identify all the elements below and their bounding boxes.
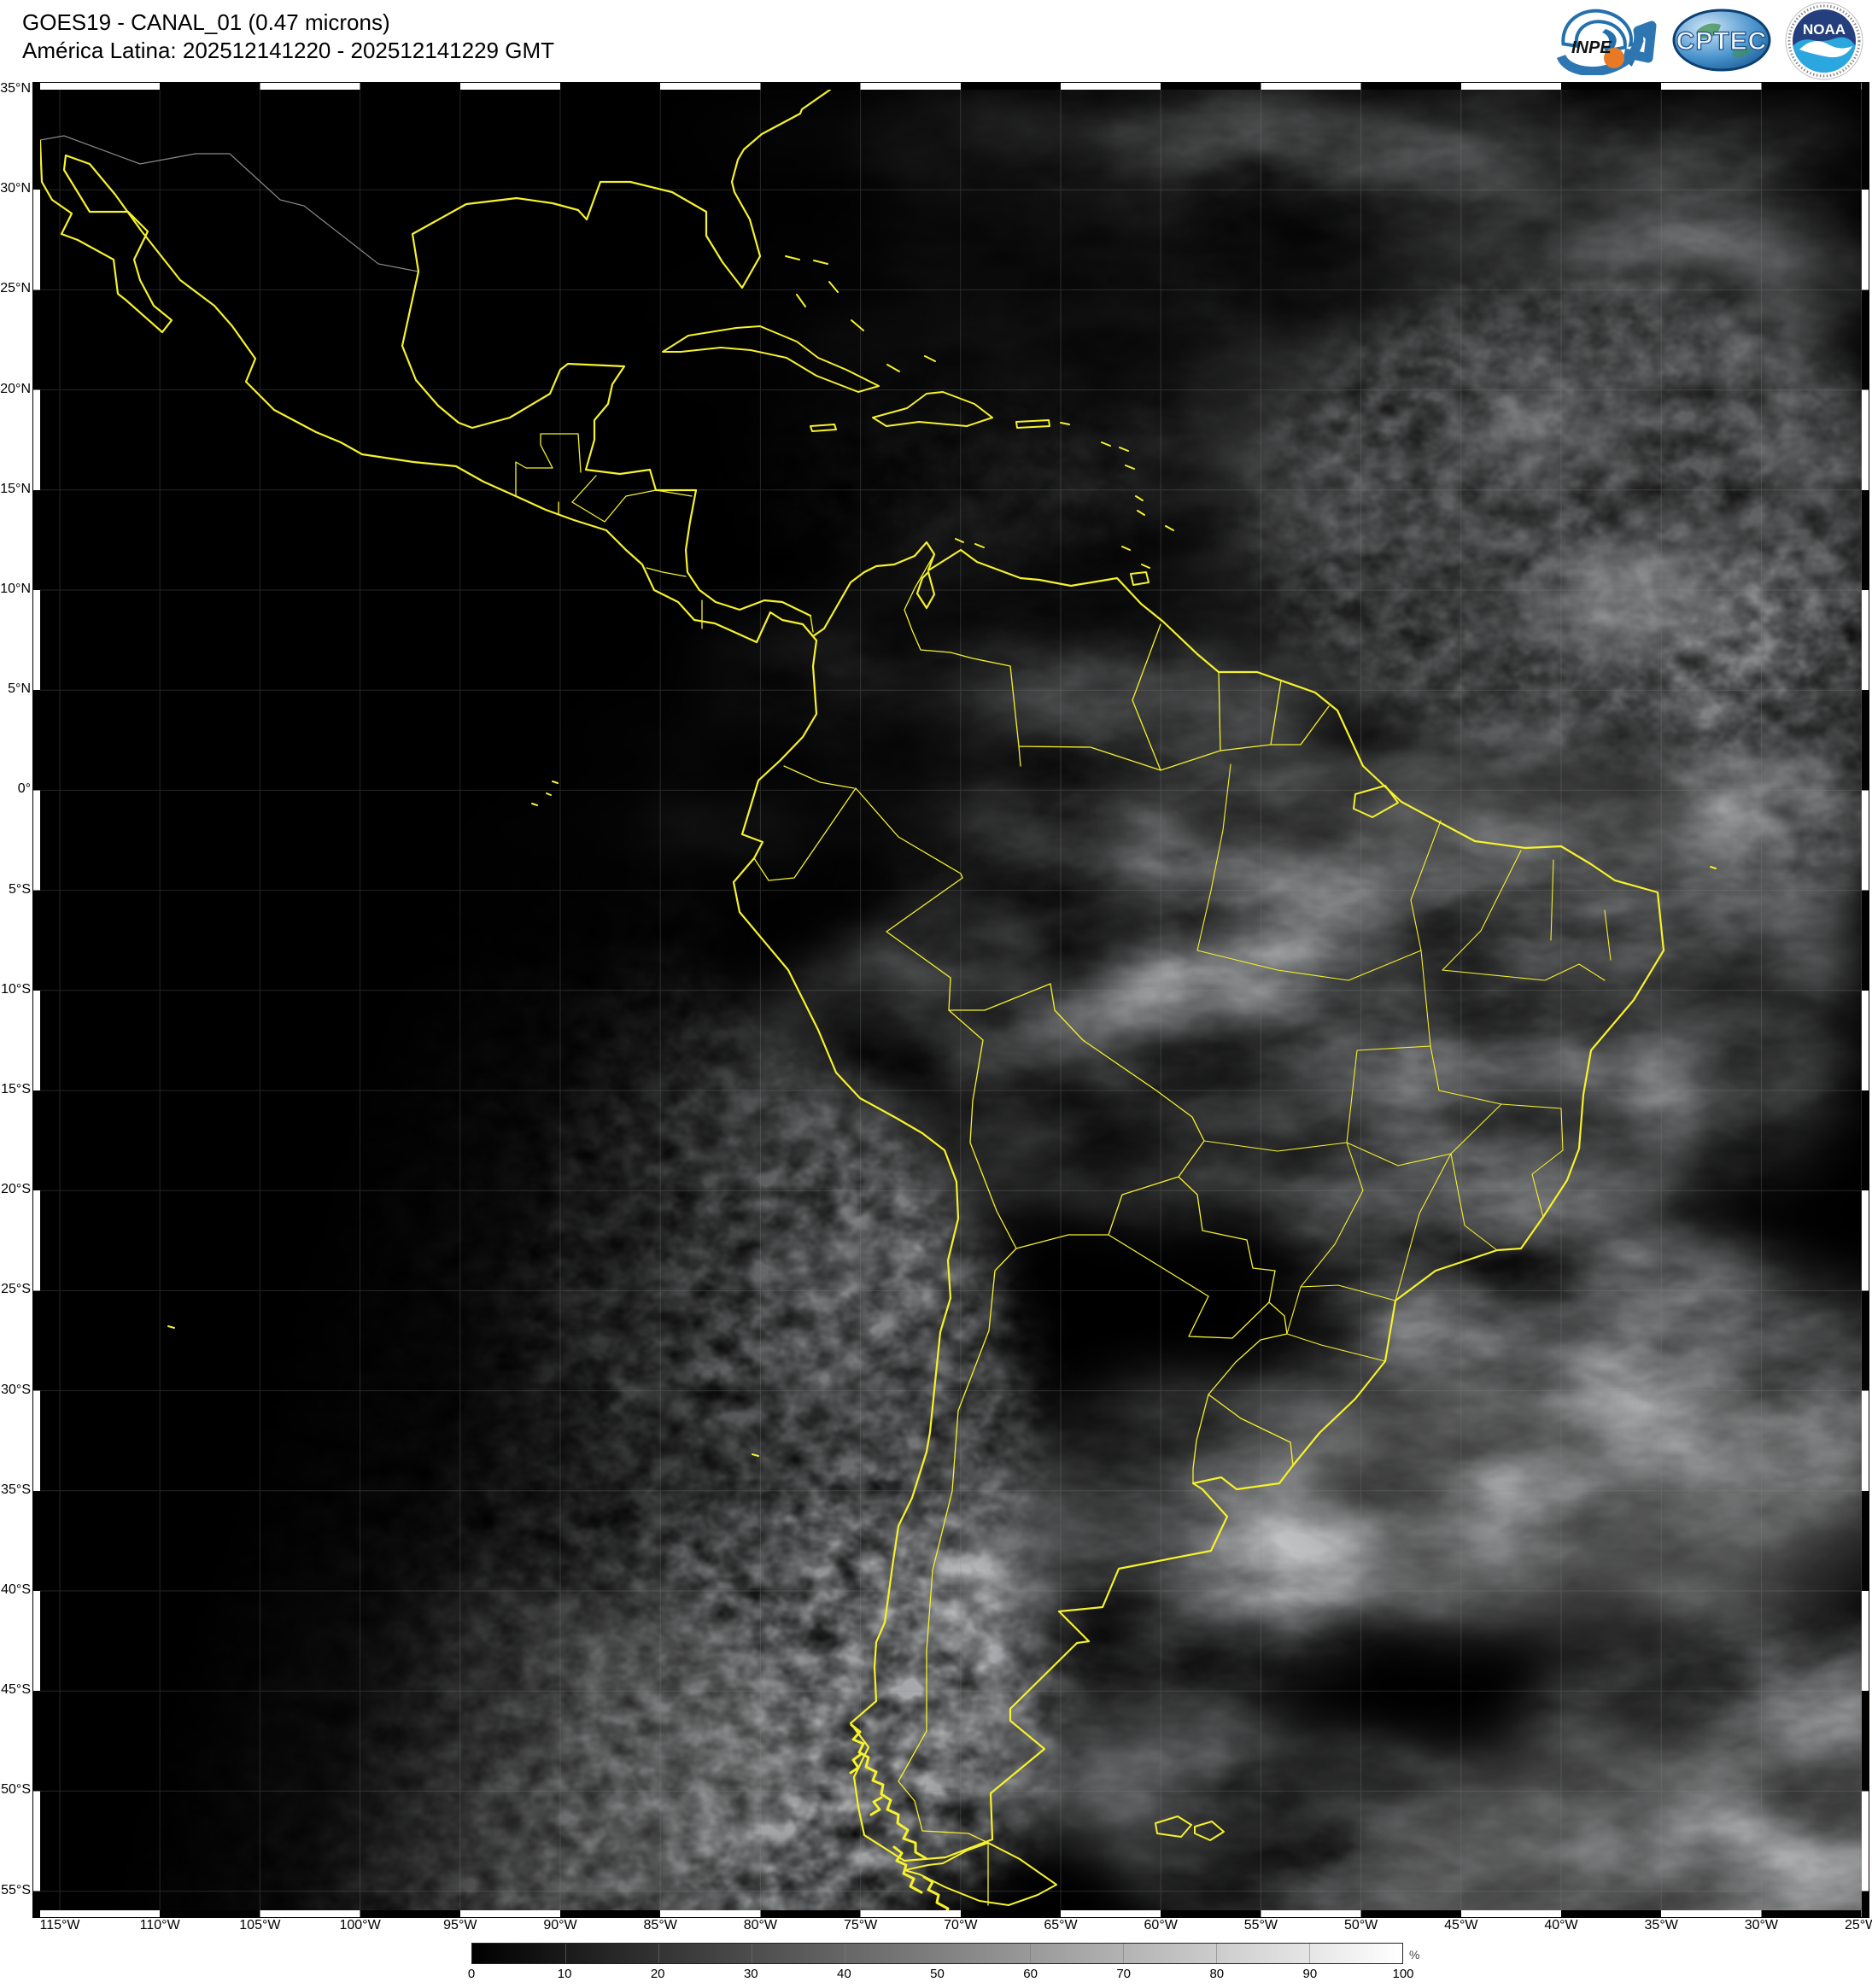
inpe-logo-graphic: INPE [1556, 9, 1657, 76]
frame-zebra-right [1862, 90, 1869, 1910]
colorbar-decade-line [1030, 1944, 1032, 1963]
colorbar-decade-line [565, 1944, 566, 1963]
lon-label: 60°W [1144, 1918, 1178, 1932]
lat-label: 40°S [1, 1582, 31, 1597]
latlon-grid [40, 90, 1862, 1910]
colorbar-decade-line [1216, 1944, 1218, 1963]
lon-label: 115°W [39, 1918, 80, 1932]
reflectance-colorbar [471, 1943, 1403, 1964]
grid-lines [40, 90, 1862, 1910]
chile-fjords [849, 1723, 950, 1910]
lat-label: 20°N [0, 381, 31, 396]
colorbar-tick: 40 [837, 1967, 851, 1981]
title-region-timestamp: América Latina: 202512141220 - 202512141… [22, 38, 554, 63]
lat-label: 10°S [1, 981, 31, 997]
frame-zebra-left [33, 90, 40, 1910]
lon-label: 25°W [1844, 1918, 1872, 1932]
colorbar-tick: 20 [650, 1967, 665, 1981]
country-borders [515, 433, 1330, 1906]
lat-label: 45°S [1, 1682, 31, 1698]
inpe-logo: INPE [1553, 3, 1664, 79]
colorbar-decade-line [1309, 1944, 1311, 1963]
noaa-logo-text: NOAA [1803, 21, 1846, 38]
lat-label: 25°S [1, 1282, 31, 1297]
frame-zebra-bottom [40, 1910, 1862, 1917]
lon-label: 110°W [139, 1918, 180, 1932]
colorbar-tick: 100 [1392, 1967, 1414, 1981]
lon-label: 85°W [643, 1918, 677, 1932]
colorbar-tick: 80 [1209, 1967, 1225, 1981]
colorbar-tick: 50 [930, 1967, 945, 1981]
coastline-gulf-atlantic [401, 90, 832, 617]
brazil-state-borders [1196, 763, 1612, 1362]
lon-label: 100°W [339, 1918, 381, 1932]
lat-label: 15°N [0, 481, 31, 496]
cptec-logo-text: CPTEC [1676, 27, 1768, 56]
inpe-logo-text: INPE [1571, 38, 1612, 57]
tierra-del-fuego [904, 1842, 1057, 1906]
lon-label: 70°W [944, 1918, 978, 1932]
coastline-overlay [40, 90, 1717, 1910]
lon-label: 40°W [1544, 1918, 1578, 1932]
colorbar-tick: 10 [557, 1967, 572, 1981]
lon-label: 75°W [843, 1918, 878, 1932]
latitude-axis: 35°N 30°N 25°N 20°N 15°N 10°N 5°N 0° 5°S 10°S 15°S… [0, 81, 31, 1910]
lon-label: 45°W [1444, 1918, 1478, 1932]
terminator-shading [40, 90, 1862, 1910]
lon-label: 30°W [1744, 1918, 1779, 1932]
lat-label: 5°S [9, 881, 31, 897]
coastline-pacific-americas [40, 139, 1665, 1862]
title-satellite-channel: GOES19 - CANAL_01 (0.47 microns) [22, 9, 390, 35]
cptec-logo-graphic: CPTEC [1672, 9, 1771, 72]
satellite-image [40, 90, 1862, 1910]
header-title: GOES19 - CANAL_01 (0.47 microns) América… [22, 9, 554, 65]
noaa-logo-graphic: NOAA [1785, 2, 1863, 80]
lat-label: 5°N [8, 681, 31, 697]
lat-label: 50°S [1, 1782, 31, 1798]
lat-label: 35°S [1, 1482, 31, 1497]
lat-label: 0° [17, 781, 31, 797]
lon-label: 105°W [239, 1918, 281, 1932]
lat-label: 10°N [0, 582, 31, 596]
lon-label: 80°W [743, 1918, 778, 1932]
lon-label: 35°W [1644, 1918, 1678, 1932]
noaa-logo: NOAA [1784, 2, 1865, 85]
logo-strip: INPE CPTEC NOAA [1546, 0, 1872, 82]
us-mexico-border-line [40, 135, 419, 272]
colorbar-decade-line [658, 1944, 659, 1963]
coastline-caribbean-islands [167, 255, 1717, 1841]
map-frame [32, 82, 1869, 1918]
colorbar-tick: 90 [1302, 1967, 1318, 1981]
lat-label: 30°N [0, 181, 31, 196]
lon-label: 90°W [543, 1918, 577, 1932]
colorbar-tick: 0 [467, 1967, 476, 1981]
colorbar-tick: 70 [1116, 1967, 1132, 1981]
lon-label: 95°W [443, 1918, 477, 1932]
lat-label: 35°N [0, 81, 31, 96]
lon-label: 55°W [1243, 1918, 1278, 1932]
lat-label: 30°S [1, 1382, 31, 1397]
lat-label: 15°S [1, 1082, 31, 1096]
cptec-logo: CPTEC [1671, 7, 1772, 78]
colorbar-decade-line [937, 1944, 939, 1963]
lon-label: 50°W [1343, 1918, 1378, 1932]
inpe-orange-dot [1604, 48, 1624, 68]
lat-label: 20°S [1, 1182, 31, 1197]
frame-zebra-top [40, 83, 1862, 90]
colorbar-decade-line [1123, 1944, 1125, 1963]
lat-label: 25°N [0, 281, 31, 296]
colorbar-unit-label: % [1409, 1948, 1420, 1962]
lon-label: 65°W [1044, 1918, 1078, 1932]
colorbar-tick: 60 [1023, 1967, 1038, 1981]
lat-label: 55°S [1, 1882, 31, 1897]
longitude-axis: 115°W 110°W 105°W 100°W 95°W 90°W 85°W 80°W 75°W… [39, 1918, 1872, 1937]
colorbar-tick-labels: 0 10 20 30 40 50 60 70 80 90 100 [468, 1967, 1414, 1984]
colorbar-tick: 30 [743, 1967, 758, 1981]
